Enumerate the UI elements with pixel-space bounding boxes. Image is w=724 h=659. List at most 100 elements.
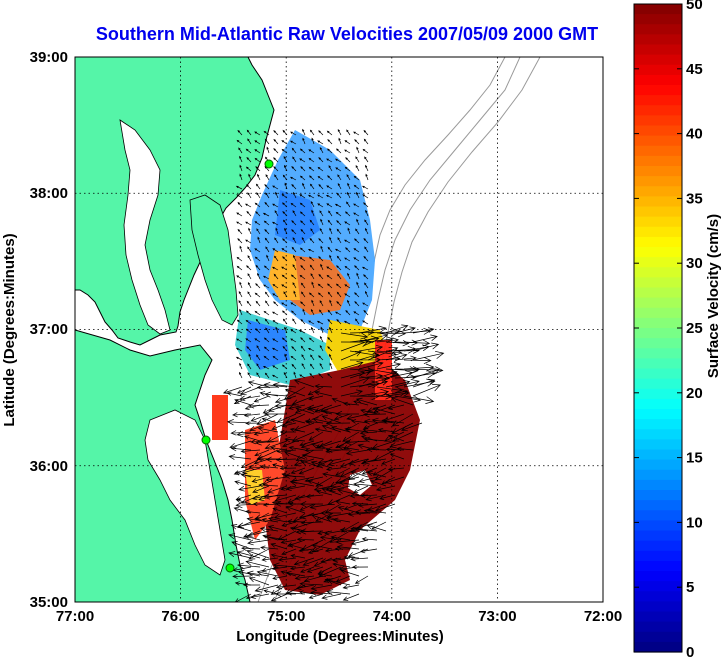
- velocity-arrow: [365, 494, 387, 502]
- velocity-arrow: [412, 334, 438, 343]
- velocity-arrow: [355, 397, 378, 406]
- velocity-arrow: [262, 275, 270, 280]
- velocity-arrow: [336, 255, 342, 262]
- velocity-arrow: [254, 512, 279, 521]
- velocity-arrow: [291, 165, 297, 172]
- velocity-arrow: [325, 446, 351, 453]
- velocity-arrow: [245, 338, 252, 343]
- colorbar-stripe: [634, 378, 682, 390]
- velocity-arrow: [252, 501, 269, 507]
- velocity-arrow: [412, 368, 441, 379]
- velocity-arrow: [318, 130, 324, 136]
- colorbar-stripe: [634, 520, 682, 532]
- velocity-arrow: [336, 228, 342, 235]
- colorbar-stripe: [634, 135, 682, 147]
- colorbar-stripe: [634, 631, 682, 643]
- velocity-arrow: [385, 476, 405, 484]
- velocity-arrow: [308, 320, 315, 325]
- velocity-arrow: [244, 509, 261, 514]
- velocity-arrow: [262, 212, 270, 217]
- velocity-arrow: [260, 545, 279, 551]
- velocity-arrow: [278, 557, 297, 562]
- velocity-arrow: [317, 530, 333, 535]
- velocity-arrow: [336, 544, 360, 551]
- velocity-arrow: [320, 263, 324, 271]
- colorbar-stripe: [634, 419, 682, 430]
- velocity-arrow: [292, 210, 297, 217]
- velocity-arrow: [256, 192, 261, 199]
- velocity-arrow: [240, 458, 261, 469]
- velocity-arrow: [274, 395, 297, 404]
- velocity-arrow: [326, 203, 333, 208]
- velocity-arrow: [233, 506, 252, 514]
- velocity-arrow: [301, 363, 306, 370]
- velocity-arrow: [261, 517, 279, 523]
- velocity-arrow: [262, 493, 288, 500]
- velocity-arrow: [236, 319, 243, 325]
- velocity-arrow: [336, 488, 360, 496]
- velocity-arrow: [274, 402, 297, 409]
- velocity-arrow: [354, 139, 360, 145]
- velocity-arrow: [308, 166, 315, 172]
- velocity-arrow: [303, 575, 324, 583]
- velocity-arrow: [277, 530, 297, 541]
- velocity-arrow: [309, 175, 315, 181]
- velocity-arrow: [363, 238, 369, 244]
- velocity-arrow: [243, 435, 261, 442]
- velocity-arrow: [385, 353, 408, 361]
- velocity-arrow: [326, 158, 333, 163]
- colorbar-stripe: [634, 34, 682, 46]
- velocity-arrow: [391, 422, 414, 434]
- velocity-arrow: [254, 131, 261, 136]
- velocity-arrow: [335, 467, 351, 476]
- velocity-arrow: [272, 320, 279, 325]
- velocity-arrow: [403, 395, 435, 404]
- velocity-arrow: [274, 210, 279, 217]
- colorbar-stripe: [634, 348, 682, 359]
- velocity-arrow: [363, 255, 369, 262]
- velocity-arrow: [347, 182, 351, 190]
- velocity-arrow: [316, 320, 324, 325]
- velocity-arrow: [275, 456, 297, 463]
- velocity-arrow: [273, 166, 279, 172]
- colorbar-stripe: [634, 24, 682, 35]
- velocity-arrow: [346, 201, 351, 208]
- velocity-arrow: [236, 562, 261, 569]
- colorbar-stripe: [634, 125, 682, 137]
- velocity-arrow: [246, 265, 252, 271]
- velocity-arrow: [318, 256, 324, 262]
- velocity-arrow: [319, 344, 324, 352]
- velocity-arrow: [347, 548, 369, 558]
- velocity-arrow: [336, 265, 342, 271]
- velocity-arrow: [347, 272, 351, 280]
- velocity-arrow: [358, 344, 384, 352]
- velocity-arrow: [385, 447, 405, 453]
- velocity-arrow: [247, 246, 252, 253]
- velocity-arrow: [291, 246, 297, 253]
- velocity-arrow: [236, 194, 243, 199]
- velocity-arrow: [318, 372, 324, 379]
- velocity-arrow: [327, 291, 333, 298]
- velocity-arrow: [340, 370, 366, 379]
- velocity-arrow: [362, 458, 387, 465]
- velocity-arrow: [265, 456, 288, 463]
- colorbar-tick-label: 10: [686, 514, 703, 531]
- velocity-arrow: [327, 246, 333, 253]
- velocity-arrow: [353, 212, 360, 217]
- velocity-arrow: [321, 424, 342, 433]
- velocity-arrow: [317, 292, 324, 298]
- colorbar-stripe: [634, 500, 682, 511]
- velocity-arrow: [319, 362, 324, 370]
- velocity-arrow: [239, 281, 243, 289]
- velocity-arrow: [329, 353, 333, 361]
- velocity-arrow: [381, 458, 396, 465]
- velocity-arrow: [320, 218, 324, 226]
- velocity-arrow: [230, 524, 252, 532]
- velocity-arrow: [245, 319, 252, 325]
- velocity-arrow: [272, 203, 279, 208]
- velocity-arrow: [335, 211, 342, 217]
- velocity-arrow: [236, 139, 243, 145]
- velocity-arrow: [320, 245, 324, 253]
- velocity-arrow: [257, 236, 261, 244]
- velocity-arrow: [264, 183, 270, 190]
